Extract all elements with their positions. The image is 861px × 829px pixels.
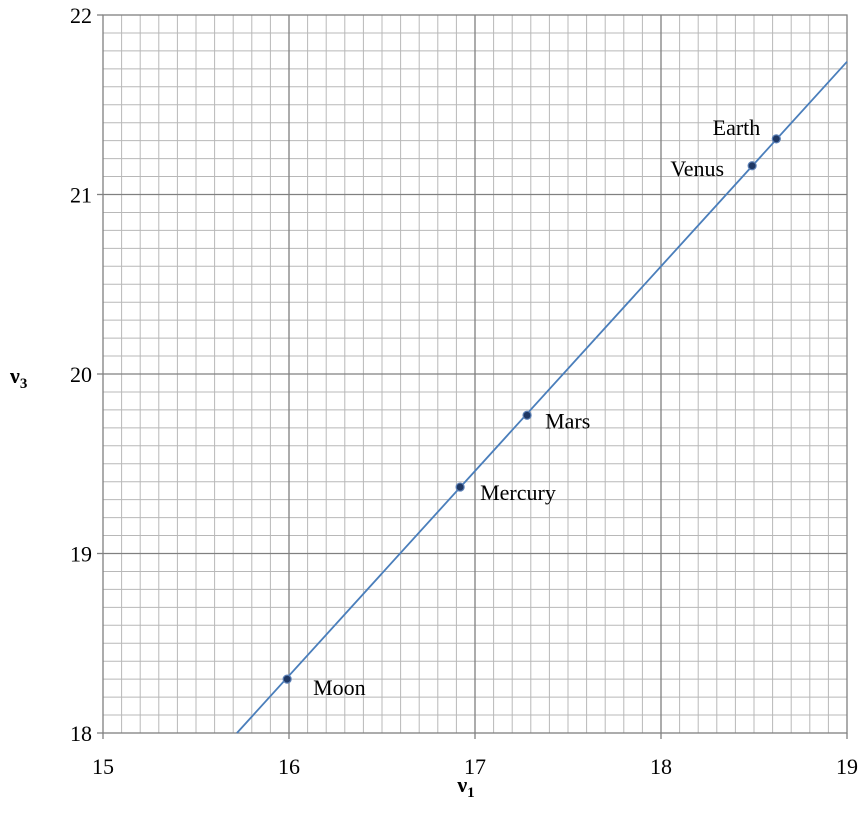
y-axis-label: ν3: [9, 363, 27, 392]
data-point-earth: [771, 134, 781, 144]
trendline-group: [236, 61, 848, 734]
point-label-moon: Moon: [313, 675, 366, 700]
data-point-mars: [522, 410, 532, 420]
y-tick-label: 19: [70, 542, 92, 567]
x-axis-label: ν1: [456, 772, 474, 801]
y-tick-labels: 18 19 20 21 22: [70, 3, 92, 746]
point-label-mars: Mars: [545, 408, 590, 433]
x-tick-labels: 15 16 17 18 19: [92, 754, 858, 779]
major-gridlines: [103, 15, 847, 733]
x-tick-label: 16: [278, 754, 300, 779]
point-label-venus: Venus: [670, 156, 724, 181]
trendline: [236, 61, 848, 734]
point-labels: Moon Mercury Mars Venus Earth: [313, 115, 760, 700]
x-tick-label: 17: [464, 754, 486, 779]
point-label-earth: Earth: [713, 115, 761, 140]
y-tick-label: 22: [70, 3, 92, 28]
x-tick-label: 15: [92, 754, 114, 779]
x-tick-label: 18: [650, 754, 672, 779]
point-label-mercury: Mercury: [480, 480, 556, 505]
data-point-venus: [747, 161, 757, 171]
x-tick-label: 19: [836, 754, 858, 779]
y-tick-label: 21: [70, 183, 92, 208]
y-tick-label: 20: [70, 362, 92, 387]
data-point-moon: [282, 674, 292, 684]
plot-frame: [97, 14, 848, 739]
y-tick-label: 18: [70, 721, 92, 746]
data-points: [282, 134, 781, 684]
data-point-mercury: [455, 482, 465, 492]
